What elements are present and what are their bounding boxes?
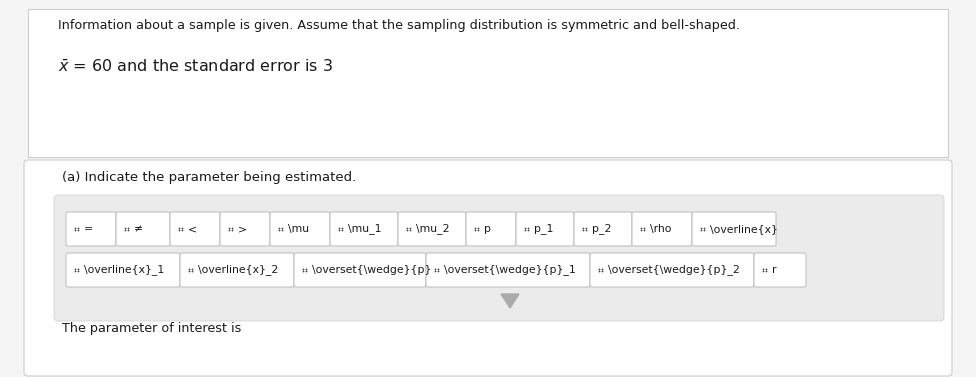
FancyBboxPatch shape (754, 253, 806, 287)
Text: Information about a sample is given. Assume that the sampling distribution is sy: Information about a sample is given. Ass… (58, 19, 740, 32)
Text: >: > (238, 224, 247, 234)
FancyBboxPatch shape (180, 253, 294, 287)
FancyBboxPatch shape (270, 212, 330, 246)
Text: \overline{x}_2: \overline{x}_2 (198, 265, 278, 276)
FancyBboxPatch shape (66, 212, 116, 246)
FancyBboxPatch shape (220, 212, 270, 246)
FancyBboxPatch shape (632, 212, 692, 246)
Text: p: p (484, 224, 491, 234)
FancyBboxPatch shape (426, 253, 590, 287)
Text: <: < (188, 224, 197, 234)
Text: p_1: p_1 (534, 224, 553, 234)
FancyBboxPatch shape (66, 253, 180, 287)
Text: \mu: \mu (288, 224, 309, 234)
Text: \rho: \rho (650, 224, 671, 234)
Text: =: = (84, 224, 93, 234)
FancyBboxPatch shape (116, 212, 170, 246)
FancyBboxPatch shape (28, 9, 948, 157)
FancyBboxPatch shape (574, 212, 632, 246)
FancyBboxPatch shape (294, 253, 426, 287)
Text: \overline{x}: \overline{x} (710, 224, 778, 234)
Text: p_2: p_2 (592, 224, 611, 234)
FancyBboxPatch shape (170, 212, 220, 246)
Text: $\bar{x}$ = 60 and the standard error is 3: $\bar{x}$ = 60 and the standard error is… (58, 59, 333, 75)
Text: \mu_2: \mu_2 (416, 224, 450, 234)
FancyBboxPatch shape (590, 253, 754, 287)
Text: ≠: ≠ (134, 224, 143, 234)
Text: \overline{x}_1: \overline{x}_1 (84, 265, 164, 276)
FancyBboxPatch shape (54, 195, 944, 321)
Text: \overset{\wedge}{p}: \overset{\wedge}{p} (312, 265, 431, 275)
FancyBboxPatch shape (692, 212, 776, 246)
Polygon shape (501, 294, 519, 308)
Text: \overset{\wedge}{p}_2: \overset{\wedge}{p}_2 (608, 265, 740, 276)
Text: (a) Indicate the parameter being estimated.: (a) Indicate the parameter being estimat… (62, 171, 356, 184)
FancyBboxPatch shape (24, 160, 952, 376)
FancyBboxPatch shape (466, 212, 516, 246)
FancyBboxPatch shape (516, 212, 574, 246)
Text: The parameter of interest is: The parameter of interest is (62, 322, 241, 335)
Text: r: r (772, 265, 777, 275)
FancyBboxPatch shape (398, 212, 466, 246)
Text: \overset{\wedge}{p}_1: \overset{\wedge}{p}_1 (444, 265, 576, 276)
Text: \mu_1: \mu_1 (348, 224, 382, 234)
FancyBboxPatch shape (330, 212, 398, 246)
